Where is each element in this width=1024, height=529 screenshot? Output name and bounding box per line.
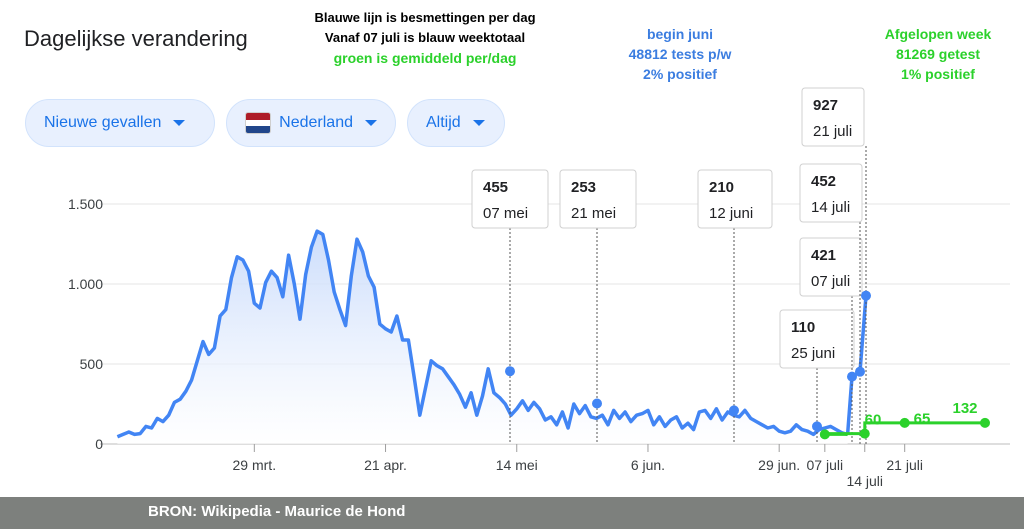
june-tests-pct: 2% positief: [643, 66, 717, 82]
netherlands-flag-icon: [245, 112, 272, 134]
callout-date: 21 mei: [571, 205, 616, 222]
x-tick-label: 29 jun.: [758, 457, 800, 473]
callout-value: 452: [811, 173, 836, 190]
legend-note-line1: Blauwe lijn is besmettingen per dag: [314, 10, 536, 25]
callout-value: 927: [813, 97, 838, 114]
data-point: [592, 398, 602, 409]
data-point: [861, 290, 871, 301]
june-tests-note: begin juni 48812 tests p/w 2% positief: [610, 24, 750, 84]
callout-box: [697, 169, 773, 229]
week-tests-count: 81269 getest: [895, 46, 981, 62]
legend-note-line3: groen is gemiddeld per/dag: [333, 50, 517, 66]
data-point: [847, 371, 857, 382]
data-point: [729, 405, 739, 416]
x-tick-label: 21 juli: [886, 457, 923, 473]
callout-date: 25 juni: [791, 345, 835, 362]
source-footer: BRON: Wikipedia - Maurice de Hond: [0, 497, 1024, 529]
callout-box: [471, 169, 549, 229]
x-tick-label: 14 mei: [496, 457, 538, 473]
callout-value: 110: [791, 319, 815, 336]
june-tests-count: 48812 tests p/w: [628, 46, 732, 62]
data-point: [505, 366, 515, 377]
range-dropdown[interactable]: Altijd: [407, 99, 505, 147]
data-point: [812, 421, 822, 432]
average-label: 65: [914, 411, 931, 428]
callout-box: [559, 169, 637, 229]
callout-date: 07 juli: [811, 273, 850, 290]
x-tick-label: 07 juli: [807, 457, 844, 473]
callout-date: 07 mei: [483, 205, 528, 222]
june-tests-head: begin juni: [646, 26, 714, 42]
y-tick-label: 1.000: [68, 276, 103, 292]
callout-value: 421: [811, 247, 836, 264]
chart-heading: Dagelijkse verandering: [24, 26, 248, 51]
cases-line-chart: 0 500 1.000 1.500 29 mrt. 21 apr. 14 mei 6 jun.…: [68, 87, 1010, 489]
week-tests-pct: 1% positief: [901, 66, 975, 82]
source-text: BRON: Wikipedia - Maurice de Hond: [148, 503, 406, 520]
y-tick-label: 0: [95, 436, 103, 452]
legend-note-line2: Vanaf 07 juli is blauw weektotaal: [324, 30, 526, 45]
average-point: [980, 417, 990, 428]
callout-date: 14 juli: [811, 199, 850, 216]
area-fill: [117, 231, 848, 444]
callout-date: 21 juli: [813, 123, 852, 140]
chevron-down-icon: [173, 120, 186, 126]
week-tests-head: Afgelopen week: [884, 26, 992, 42]
average-label: 60: [865, 411, 882, 428]
average-point: [899, 417, 910, 428]
callout-box: [779, 309, 855, 369]
average-point: [859, 428, 870, 439]
average-point: [819, 429, 830, 440]
legend-note: Blauwe lijn is besmettingen per dag Vana…: [290, 8, 560, 68]
x-tick-label: 14 juli: [846, 473, 883, 489]
y-tick-label: 1.500: [68, 196, 103, 212]
week-tests-note: Afgelopen week 81269 getest 1% positief: [868, 24, 1008, 84]
callout-box: [799, 163, 863, 223]
y-tick-label: 500: [80, 356, 104, 372]
metric-dropdown[interactable]: Nieuwe gevallen: [25, 99, 215, 147]
x-tick-label: 21 apr.: [364, 457, 407, 473]
callout-value: 210: [709, 179, 734, 196]
chevron-down-icon: [365, 120, 377, 126]
metric-dropdown-label: Nieuwe gevallen: [44, 114, 162, 131]
x-tick-label: 29 mrt.: [233, 457, 277, 473]
callout-box: [799, 237, 863, 297]
country-dropdown[interactable]: Nederland: [226, 99, 396, 147]
x-tick-label: 6 jun.: [631, 457, 665, 473]
callout-date: 12 juni: [709, 205, 753, 222]
range-dropdown-label: Altijd: [426, 114, 461, 131]
callout-value: 455: [483, 179, 508, 196]
chevron-down-icon: [472, 120, 485, 126]
country-dropdown-label: Nederland: [279, 114, 353, 131]
callout-box: [801, 87, 865, 147]
data-point: [855, 366, 865, 377]
average-label: 132: [952, 400, 977, 417]
callout-value: 253: [571, 179, 596, 196]
daily-cases-line: [116, 229, 849, 439]
